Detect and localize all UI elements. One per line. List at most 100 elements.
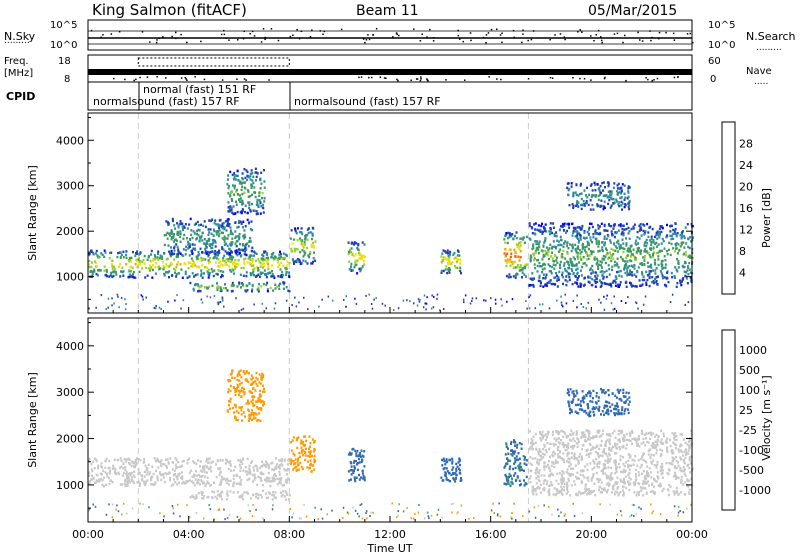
echo-cell — [231, 267, 234, 271]
nsky-point — [613, 33, 616, 35]
echo-cell — [175, 239, 178, 243]
echo-cell — [532, 285, 535, 288]
echo-cell — [609, 239, 612, 242]
echo-cell — [277, 466, 280, 469]
echo-cell — [542, 488, 545, 491]
echo-cell — [101, 483, 104, 487]
echo-cell — [248, 390, 251, 393]
echo-cell — [588, 222, 591, 225]
echo-cell — [514, 479, 517, 482]
echo-cell — [360, 267, 363, 270]
echo-cell — [604, 489, 607, 492]
echo-cell — [202, 224, 205, 227]
echo-cell — [260, 182, 263, 185]
echo-cell — [539, 284, 542, 287]
echo-cell — [594, 231, 597, 234]
echo-cell — [614, 284, 617, 287]
echo-cell — [230, 469, 233, 472]
echo-cell — [683, 493, 686, 496]
nsky-point — [118, 30, 121, 33]
echo-cell — [613, 201, 616, 204]
echo-cell — [114, 470, 117, 473]
echo-cell — [595, 445, 598, 449]
echo-cell — [214, 245, 217, 248]
echo-cell — [243, 391, 246, 394]
nave-point — [133, 79, 135, 82]
echo-cell — [207, 253, 210, 256]
echo-cell — [105, 457, 108, 460]
echo-cell — [656, 283, 659, 286]
echo-cell — [241, 493, 244, 497]
echo-cell — [313, 454, 316, 458]
echo-cell — [264, 492, 267, 495]
echo-cell — [644, 248, 647, 251]
echo-cell — [623, 268, 626, 271]
echo-cell — [304, 458, 307, 462]
echo-cell — [286, 481, 288, 484]
echo-cell — [607, 202, 610, 206]
echo-cell — [262, 401, 265, 404]
echo-cell — [88, 471, 91, 474]
echo-cell — [265, 283, 268, 287]
echo-cell — [126, 476, 128, 480]
echo-cell — [569, 474, 572, 478]
echo-cell — [630, 271, 633, 274]
noise-cell — [462, 298, 465, 301]
echo-cell — [552, 263, 555, 266]
echo-cell — [117, 251, 120, 255]
echo-cell — [549, 232, 551, 236]
echo-cell — [595, 242, 598, 245]
noise-cell — [471, 297, 474, 300]
echo-cell — [304, 234, 307, 238]
echo-cell — [174, 472, 177, 476]
echo-cell — [535, 487, 538, 490]
echo-cell — [548, 490, 551, 494]
echo-cell — [278, 284, 280, 287]
echo-cell — [574, 281, 577, 284]
echo-cell — [641, 472, 644, 475]
echo-cell — [230, 191, 233, 194]
echo-cell — [667, 280, 670, 284]
echo-cell — [568, 204, 571, 207]
echo-cell — [655, 452, 658, 455]
echo-cell — [128, 273, 131, 276]
echo-cell — [675, 486, 678, 490]
echo-cell — [596, 204, 599, 208]
echo-cell — [99, 269, 102, 272]
echo-cell — [268, 477, 271, 480]
echo-cell — [199, 285, 202, 288]
noise-cell — [443, 308, 445, 310]
echo-cell — [281, 493, 284, 497]
echo-cell — [236, 285, 239, 288]
echo-cell — [622, 468, 625, 472]
echo-cell — [251, 228, 254, 232]
echo-cell — [246, 211, 249, 215]
echo-cell — [254, 412, 257, 415]
echo-cell — [672, 247, 675, 250]
echo-cell — [536, 270, 539, 273]
echo-cell — [649, 490, 652, 493]
echo-cell — [514, 276, 517, 279]
nsky-point — [375, 28, 378, 30]
echo-cell — [264, 464, 267, 467]
echo-cell — [259, 382, 262, 385]
echo-cell — [173, 224, 176, 227]
echo-cell — [576, 276, 579, 280]
echo-cell — [673, 491, 676, 494]
echo-cell — [147, 267, 150, 270]
echo-cell — [601, 273, 604, 276]
echo-cell — [88, 481, 91, 485]
echo-cell — [362, 477, 365, 480]
echo-cell — [186, 459, 189, 462]
echo-cell — [575, 264, 578, 267]
echo-cell — [661, 465, 664, 468]
echo-cell — [306, 262, 309, 265]
noise-cell — [216, 301, 219, 304]
echo-cell — [236, 491, 239, 494]
echo-cell — [690, 444, 693, 447]
echo-cell — [614, 459, 617, 462]
echo-cell — [193, 473, 195, 477]
echo-cell — [674, 435, 677, 438]
echo-cell — [222, 248, 225, 251]
echo-cell — [129, 481, 132, 484]
